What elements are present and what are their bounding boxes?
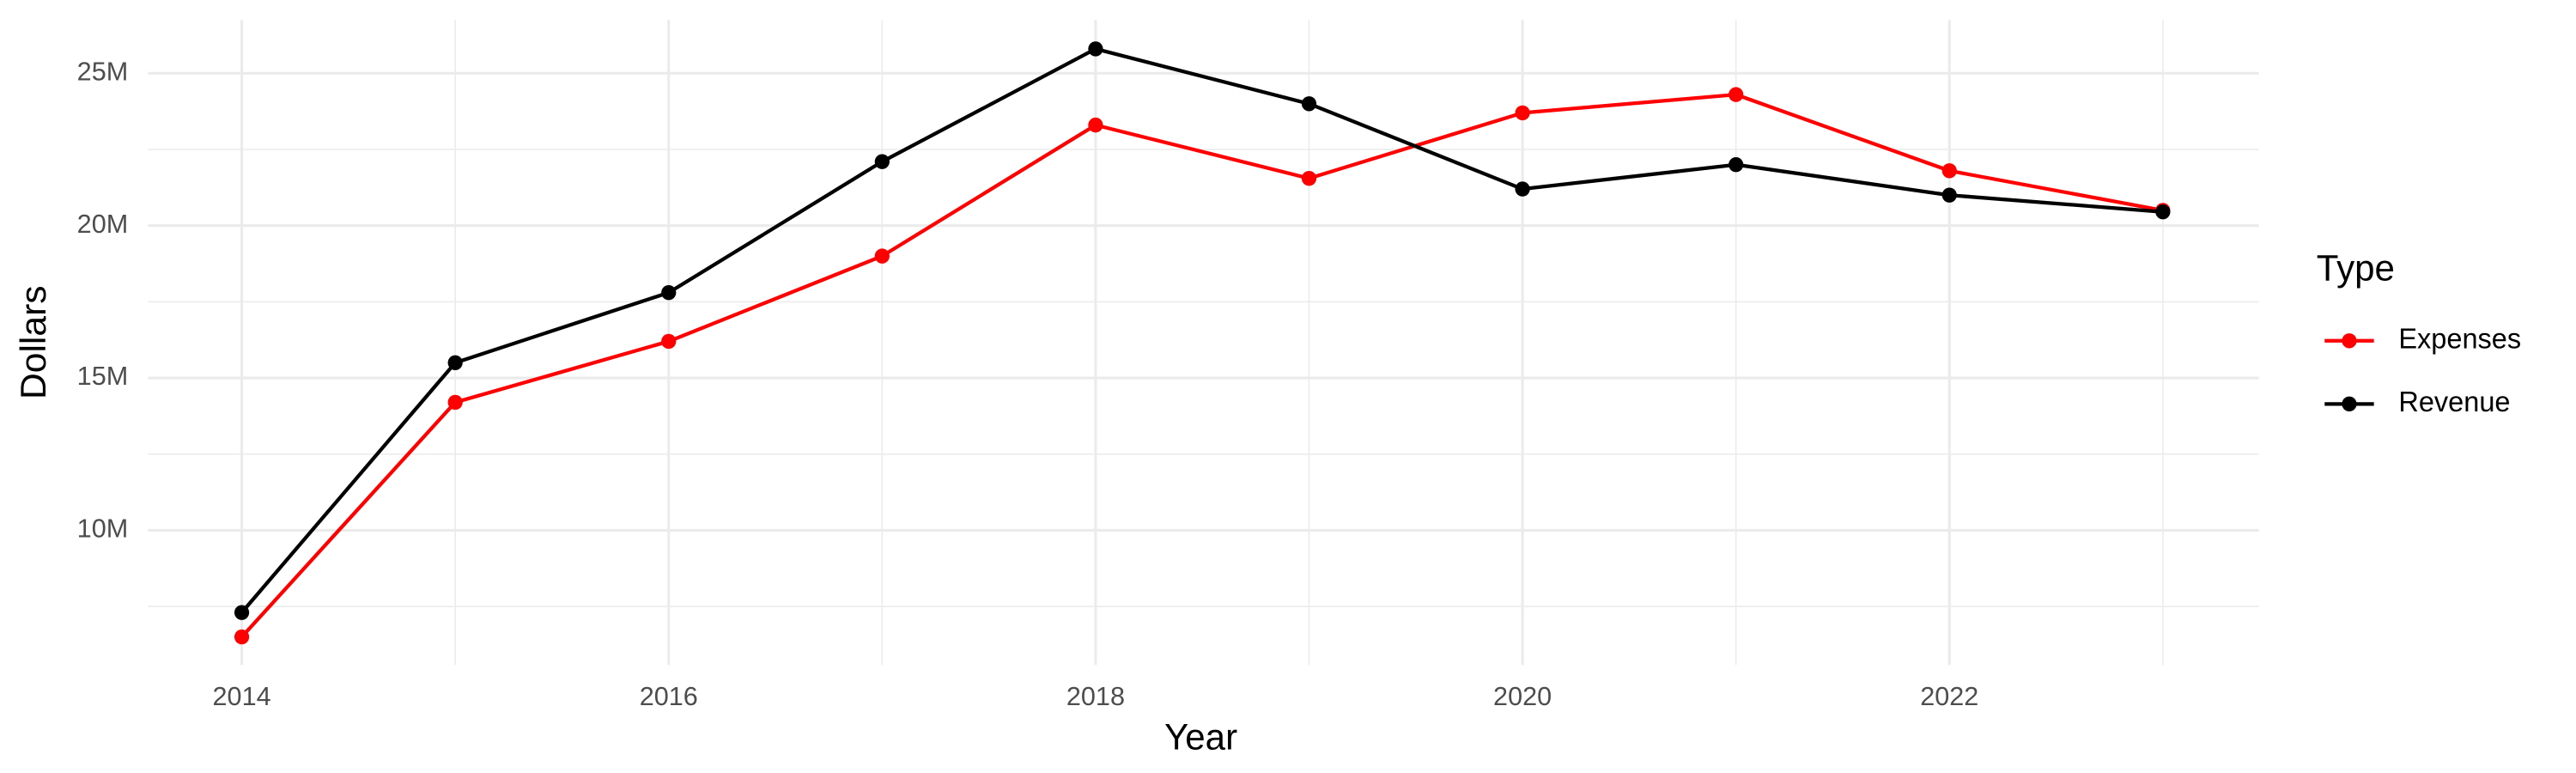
legend-point bbox=[2342, 396, 2357, 412]
x-tick-label: 2022 bbox=[1920, 681, 1978, 711]
x-tick-label: 2016 bbox=[640, 681, 698, 711]
x-axis-title: Year bbox=[1164, 716, 1237, 757]
data-point bbox=[1941, 163, 1957, 179]
data-point bbox=[1515, 181, 1530, 197]
data-point bbox=[1088, 117, 1103, 133]
x-tick-label: 2020 bbox=[1493, 681, 1552, 711]
data-point bbox=[1941, 187, 1957, 203]
y-tick-label: 10M bbox=[77, 513, 129, 543]
series-line bbox=[240, 46, 2164, 614]
y-tick-label: 15M bbox=[77, 361, 129, 391]
x-tick-label: 2018 bbox=[1066, 681, 1125, 711]
y-tick-label: 20M bbox=[77, 209, 129, 239]
legend-title: Type bbox=[2317, 248, 2395, 289]
data-point bbox=[2155, 204, 2171, 220]
data-point bbox=[661, 285, 677, 301]
legend-label: Revenue bbox=[2398, 386, 2510, 417]
data-point bbox=[661, 333, 677, 350]
y-axis-title: Dollars bbox=[13, 285, 53, 399]
data-point bbox=[1301, 96, 1317, 112]
y-tick-label: 25M bbox=[77, 56, 129, 86]
data-point bbox=[1301, 170, 1317, 186]
data-point bbox=[1515, 105, 1530, 121]
data-point bbox=[234, 629, 250, 645]
data-point bbox=[874, 248, 890, 264]
legend-label: Expenses bbox=[2398, 322, 2521, 354]
series-line bbox=[240, 92, 2164, 638]
data-point bbox=[447, 355, 463, 371]
data-point bbox=[1728, 157, 1744, 173]
data-point bbox=[1088, 41, 1103, 57]
data-point bbox=[447, 394, 463, 411]
data-point bbox=[1728, 87, 1744, 102]
legend-point bbox=[2342, 333, 2357, 349]
x-tick-label: 2014 bbox=[213, 681, 271, 711]
data-point bbox=[874, 154, 890, 169]
data-point bbox=[234, 605, 250, 620]
